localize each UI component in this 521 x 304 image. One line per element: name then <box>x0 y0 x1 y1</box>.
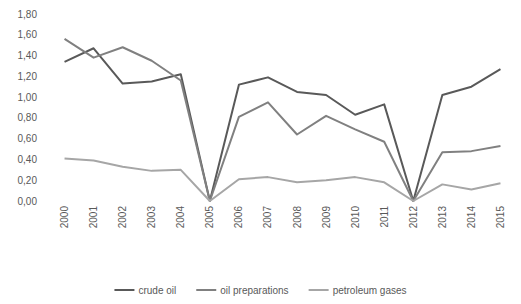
x-tick-label: 2014 <box>466 206 477 229</box>
plot-area <box>65 39 501 201</box>
x-tick-label: 2000 <box>59 206 70 229</box>
y-tick-label: 1,40 <box>18 50 38 61</box>
x-tick-label: 2008 <box>292 206 303 229</box>
x-tick-label: 2012 <box>408 206 419 229</box>
legend: crude oil oil preparations petroleum gases <box>114 285 406 296</box>
x-tick-label: 2003 <box>146 206 157 229</box>
x-tick-label: 2007 <box>262 206 273 229</box>
legend-swatch <box>196 289 216 291</box>
legend-label: oil preparations <box>220 285 288 296</box>
y-tick-label: 0,80 <box>18 112 38 123</box>
legend-label: petroleum gases <box>333 285 407 296</box>
y-tick-label: 1,00 <box>18 92 38 103</box>
x-tick-label: 2001 <box>88 206 99 229</box>
y-tick-label: 0,40 <box>18 154 38 165</box>
x-tick-label: 2009 <box>321 206 332 229</box>
legend-swatch <box>114 289 134 291</box>
x-tick-label: 2011 <box>379 206 390 228</box>
y-tick-label: 0,60 <box>18 133 38 144</box>
x-tick-label: 2004 <box>175 206 186 229</box>
y-tick-label: 1,60 <box>18 29 38 40</box>
x-tick-label: 2002 <box>117 206 128 229</box>
y-tick-label: 1,20 <box>18 71 38 82</box>
y-tick-label: 0,20 <box>18 175 38 186</box>
series-line <box>65 158 501 201</box>
x-tick-label: 2013 <box>437 206 448 229</box>
series-line <box>65 48 501 201</box>
x-tick-label: 2015 <box>495 206 506 229</box>
x-tick-label: 2006 <box>233 206 244 229</box>
legend-label: crude oil <box>138 285 176 296</box>
y-tick-label: 0,00 <box>18 196 38 207</box>
x-tick-label: 2005 <box>204 206 215 229</box>
x-tick-label: 2010 <box>350 206 361 229</box>
chart: 0,00 0,20 0,40 0,60 0,80 1,00 1,20 1,40 1,60 1,80… <box>0 0 521 304</box>
series-line <box>65 39 501 201</box>
legend-swatch <box>309 289 329 291</box>
y-tick-label: 1,80 <box>18 9 38 20</box>
